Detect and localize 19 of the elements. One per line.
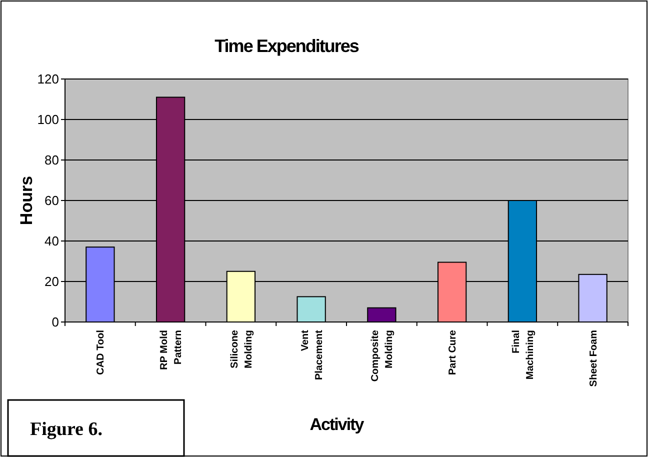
y-tick-label: 80 (44, 152, 59, 168)
x-tick-label: Composite Molding (370, 330, 396, 382)
x-tick-label: Part Cure (448, 330, 459, 376)
x-tick-label: Silicone Molding (229, 330, 254, 368)
y-axis-title: Hours (17, 176, 36, 226)
chart-title: Time Expenditures (214, 36, 360, 56)
x-tick-label: RP Mold Pattern (159, 330, 184, 370)
y-tick-label: 0 (52, 314, 59, 330)
y-tick-label: 60 (44, 193, 59, 208)
y-tick-label: 100 (37, 112, 59, 128)
x-tick-label: Final Machining (510, 330, 536, 380)
y-tick-label: 40 (44, 234, 59, 249)
caption: Figure 6. (30, 419, 102, 440)
y-tick-label: 120 (37, 72, 59, 87)
x-tick-label: Vent Placement (300, 329, 325, 380)
y-tick-label: 20 (44, 274, 59, 290)
x-tick-label: CAD Tool (96, 330, 107, 375)
x-axis-title: Activity (310, 415, 365, 434)
x-tick-label: Sheet Foam (588, 330, 600, 387)
